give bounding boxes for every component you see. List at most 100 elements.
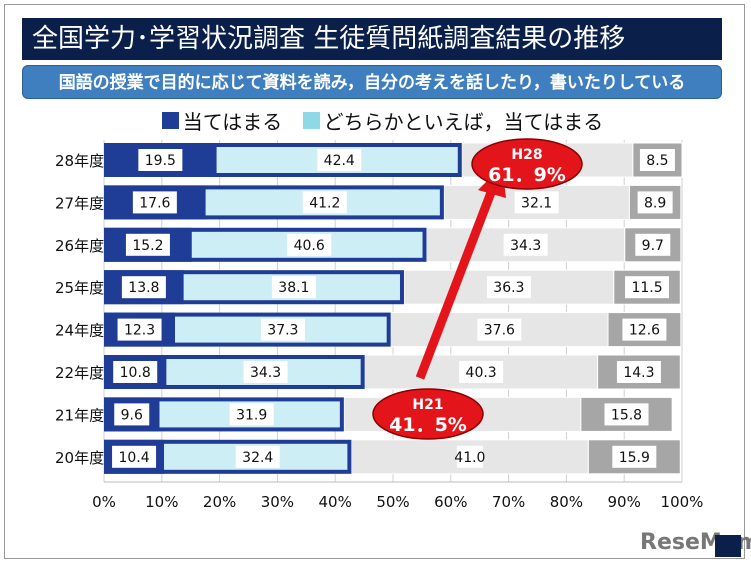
x-tick-label: 50% [376, 493, 409, 511]
data-label-bg [477, 318, 522, 341]
positive-total-outline [104, 185, 444, 220]
callout-value: 41．5% [389, 414, 467, 436]
data-label-bg [604, 403, 649, 426]
category-label: 22年度 [55, 364, 104, 382]
data-label: 41.0 [454, 450, 485, 466]
data-label-bg [235, 445, 280, 468]
data-label-bg [112, 445, 157, 468]
legend-swatch-series1 [161, 112, 179, 129]
data-label: 15.8 [611, 407, 642, 423]
legend-swatch-series2 [302, 112, 320, 129]
data-label: 32.4 [242, 450, 273, 466]
data-label: 41.2 [309, 195, 340, 211]
callout-ellipse [372, 388, 484, 440]
legend-label-series2: どちらかといえば，当てはまる [323, 110, 604, 134]
trend-arrow-shaft [415, 188, 497, 380]
data-label-bg [114, 403, 150, 426]
data-label-bg [260, 318, 305, 341]
callout-year: H21 [412, 397, 443, 413]
data-label: 40.6 [294, 238, 325, 254]
data-label-bg [229, 403, 274, 426]
data-label: 10.4 [118, 450, 149, 466]
data-label-bg [302, 191, 347, 214]
x-tick-label: 40% [319, 493, 352, 511]
x-tick-label: 100% [661, 493, 704, 511]
data-label: 36.3 [493, 280, 524, 296]
category-label: 24年度 [55, 322, 104, 340]
positive-total-outline [104, 439, 352, 474]
legend-label-series1: 当てはまる [182, 110, 283, 134]
data-label: 15.2 [132, 238, 163, 254]
x-tick-label: 30% [261, 493, 294, 511]
data-label-bg [271, 276, 316, 299]
callout-ellipse [471, 138, 583, 190]
x-tick-label: 90% [608, 493, 641, 511]
data-label: 8.5 [646, 153, 668, 169]
category-label: 21年度 [55, 406, 104, 424]
positive-total-outline [104, 312, 391, 347]
data-label-bg [639, 149, 675, 171]
data-label: 34.3 [510, 238, 541, 254]
data-label-bg [456, 445, 483, 468]
positive-total-outline [104, 227, 427, 262]
x-tick-label: 60% [434, 493, 467, 511]
data-label: 38.1 [278, 280, 309, 296]
data-label-bg [317, 149, 362, 171]
data-label: 42.4 [324, 153, 355, 169]
data-label: 11.5 [631, 280, 662, 296]
data-label-bg [637, 191, 673, 214]
x-tick-label: 20% [203, 493, 236, 511]
page-number-box [715, 535, 741, 557]
data-label: 10.8 [120, 365, 151, 381]
category-label: 20年度 [55, 449, 104, 467]
category-label: 26年度 [55, 237, 104, 255]
positive-total-outline [104, 143, 462, 177]
data-label-bg [635, 233, 671, 256]
category-label: 25年度 [55, 279, 104, 297]
data-label: 12.3 [124, 323, 155, 339]
positive-total-outline [104, 270, 404, 305]
data-label-bg [138, 149, 183, 171]
positive-total-outline [104, 397, 344, 432]
data-label-bg [486, 276, 531, 299]
data-label-bg [612, 445, 657, 468]
bar-segment-s3 [364, 354, 599, 390]
legend: 当てはまる どちらかといえば，当てはまる [0, 106, 751, 135]
data-label-bg [121, 276, 166, 299]
category-label: 27年度 [55, 194, 104, 212]
bar-segment-s4 [613, 269, 681, 305]
x-tick-label: 10% [145, 493, 178, 511]
data-label: 40.3 [466, 365, 497, 381]
data-label: 8.9 [644, 195, 666, 211]
data-label: 15.9 [619, 450, 650, 466]
data-label: 19.5 [145, 153, 176, 169]
data-label-bg [113, 361, 158, 383]
data-label-bg [625, 276, 670, 299]
slide-frame [4, 4, 745, 559]
positive-total-outline [104, 355, 365, 389]
category-label: 28年度 [55, 152, 104, 170]
data-label-bg [125, 233, 170, 256]
data-label-bg [243, 361, 288, 383]
data-label: 31.9 [236, 407, 267, 423]
data-label-bg [117, 318, 162, 341]
data-label: 12.6 [629, 323, 660, 339]
data-label-bg [514, 191, 559, 214]
x-tick-label: 80% [550, 493, 583, 511]
data-label: 9.6 [121, 407, 143, 423]
data-label: 9.7 [642, 238, 664, 254]
data-label: 32.1 [521, 195, 552, 211]
data-label: 13.8 [128, 280, 159, 296]
data-label-bg [616, 361, 661, 383]
data-label-bg [503, 233, 548, 256]
data-label-bg [132, 191, 177, 214]
data-label-bg [622, 318, 667, 341]
data-label: 34.3 [250, 365, 281, 381]
callout-value: 61．9% [488, 164, 566, 186]
data-label-bg [459, 361, 504, 383]
x-tick-label: 0% [92, 493, 116, 511]
page-title: 全国学力･学習状況調査 生徒質問紙調査結果の推移 [22, 18, 722, 60]
x-tick-label: 70% [492, 493, 525, 511]
data-label: 37.3 [267, 323, 298, 339]
